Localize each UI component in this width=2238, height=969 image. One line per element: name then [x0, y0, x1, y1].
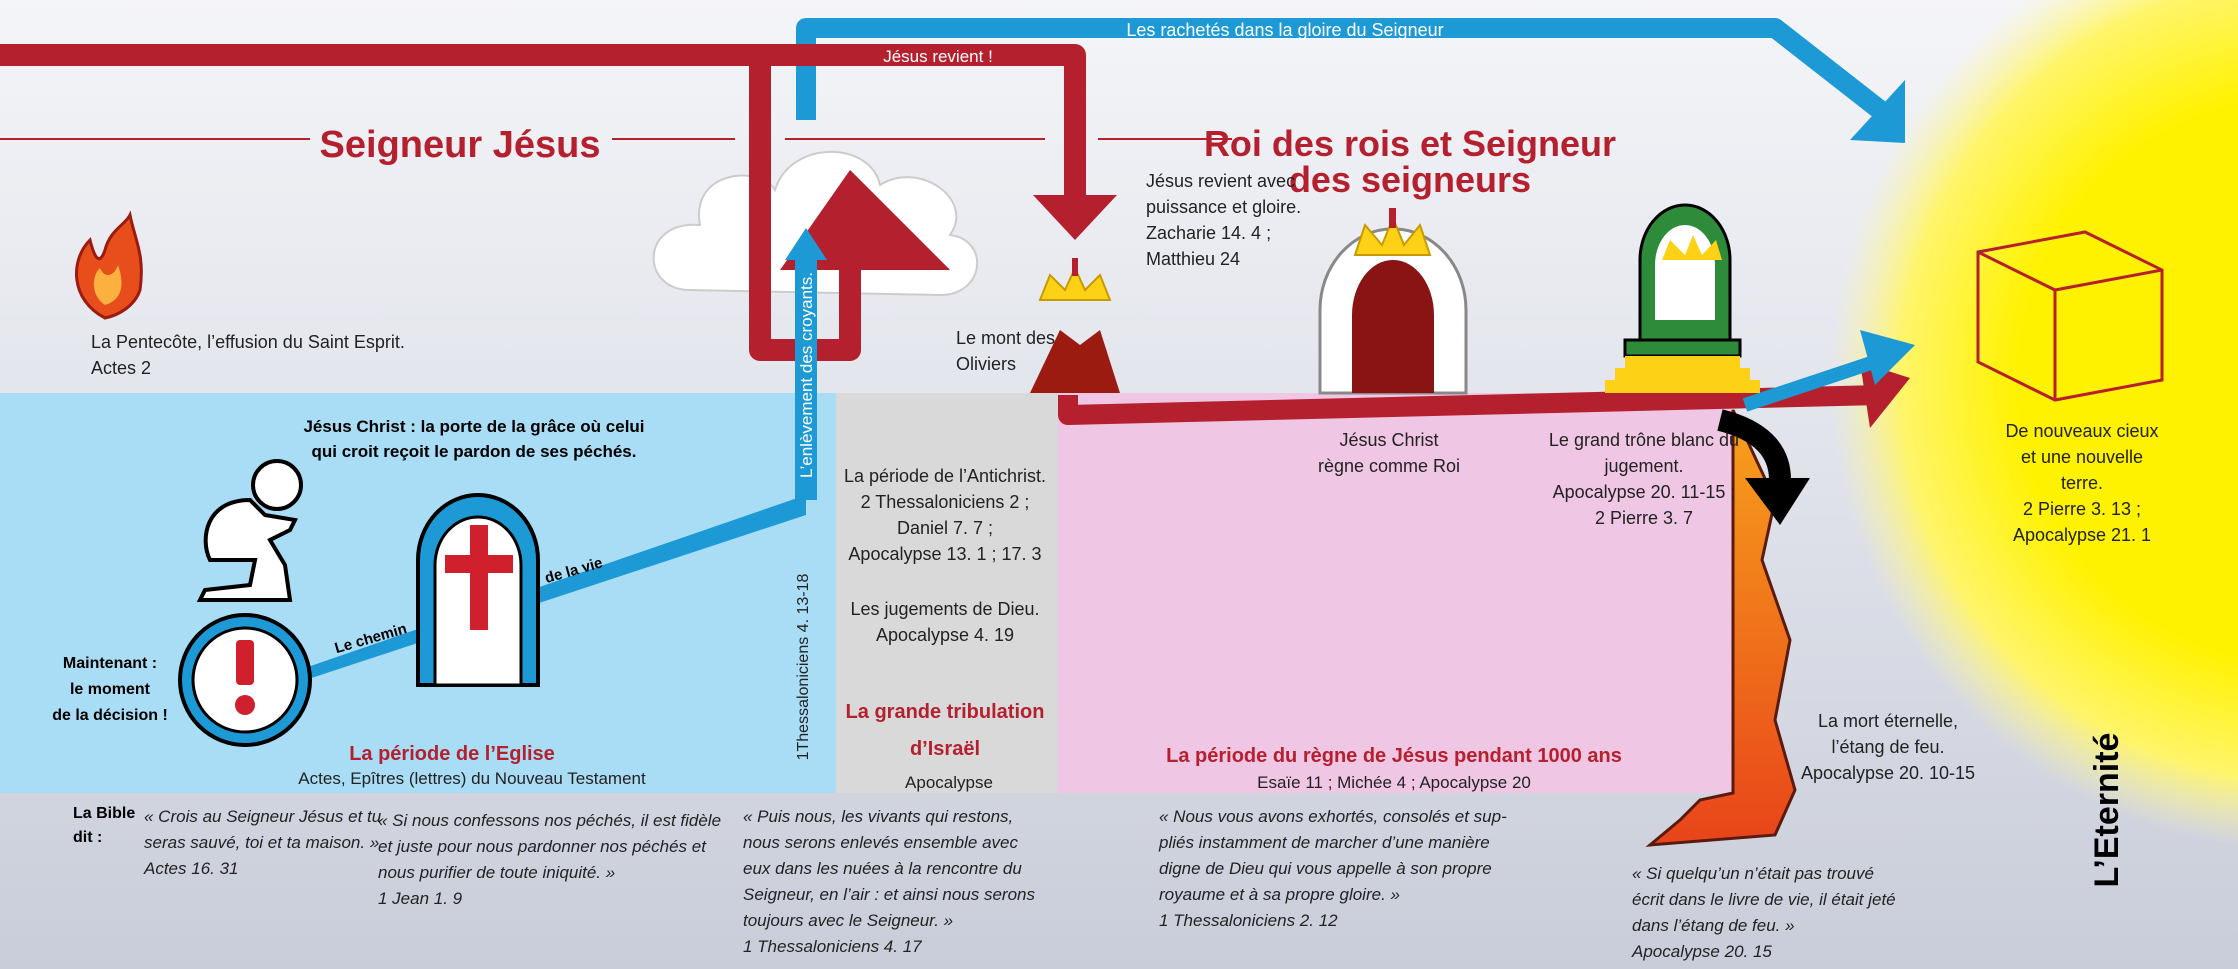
text-line: « Si nous confessons nos péchés, il est … — [378, 811, 721, 830]
text-line: dit : — [73, 829, 102, 846]
text-line: le moment — [70, 681, 151, 698]
text-line: Maintenant : — [63, 655, 157, 672]
text-line: digne de Dieu qui vous appelle à son pro… — [1159, 859, 1492, 878]
text-line: Actes, Epîtres (lettres) du Nouveau Test… — [298, 769, 646, 788]
text-line: puissance et gloire. — [1146, 197, 1301, 217]
text-line: « Puis nous, les vivants qui restons, — [743, 807, 1013, 826]
text-line: Apocalypse — [905, 773, 993, 792]
text-line: toujours avec le Seigneur. » — [743, 911, 953, 930]
text-line: L’Eternité — [2088, 733, 2126, 888]
period-reference: Apocalypse — [905, 773, 993, 792]
text-line: qui croit reçoit le pardon de ses péchés… — [312, 442, 637, 461]
text-line: « Si quelqu’un n’était pas trouvé — [1632, 864, 1874, 883]
text-line: d’Israël — [910, 738, 980, 760]
text-line: Jésus revient avec — [1146, 171, 1295, 191]
text-line: 1 Thessaloniciens 2. 12 — [1159, 911, 1338, 930]
text-line: règne comme Roi — [1318, 456, 1460, 476]
text-line: Le grand trône blanc du — [1549, 430, 1739, 450]
period-title: La période de l’Eglise — [349, 743, 555, 765]
arrow-label: Jésus revient ! — [883, 47, 993, 66]
text-line: seras sauvé, toi et ta maison. » — [144, 833, 379, 852]
text-line: nous purifier de toute iniquité. » — [378, 863, 615, 882]
text-line: Apocalypse 20. 11-15 ; — [1553, 482, 1736, 502]
diagram: Les rachetés dans la gloire du Seigneur J… — [0, 0, 2238, 969]
section-title: Seigneur Jésus — [320, 124, 601, 166]
text-line: 2 Thessaloniciens 2 ; — [861, 492, 1030, 512]
text-line: pliés instamment de marcher d’une manièr… — [1158, 833, 1490, 852]
period-title: La période du règne de Jésus pendant 100… — [1166, 745, 1622, 767]
text-line: et une nouvelle — [2021, 447, 2143, 467]
text-line: La période de l’Antichrist. — [844, 466, 1046, 486]
text-line: La Pentecôte, l’effusion du Saint Esprit… — [91, 332, 405, 352]
text-line: Apocalypse 13. 1 ; 17. 3 — [848, 544, 1041, 564]
tribulation-region — [836, 393, 1058, 793]
text-line: nous serons enlevés ensemble avec — [743, 833, 1018, 852]
page: Les rachetés dans la gloire du Seigneur J… — [0, 0, 2238, 969]
text-line: Jésus Christ : la porte de la grâce où c… — [303, 417, 644, 436]
text-line: Le mont des — [956, 328, 1055, 348]
decision-circle — [180, 615, 310, 745]
eternity-label: L’Eternité — [2088, 733, 2126, 888]
text-line: de la décision ! — [52, 707, 168, 724]
text-line: des seigneurs — [1289, 159, 1531, 200]
text-line: l’étang de feu. — [1831, 737, 1944, 757]
text-line: 1Thessaloniciens 4. 13-18 — [795, 574, 812, 761]
text-line: Jésus Christ — [1339, 430, 1438, 450]
text-line: La Bible — [73, 805, 135, 822]
text-line: et juste pour nous pardonner nos péchés … — [378, 837, 707, 856]
reign-region — [1058, 393, 1733, 793]
text-line: « Crois au Seigneur Jésus et tu — [144, 807, 382, 826]
text-line: terre. — [2061, 473, 2103, 493]
text-line: Roi des rois et Seigneur — [1204, 123, 1616, 164]
text-line: « Nous vous avons exhortés, consolés et … — [1159, 807, 1507, 826]
text-line: écrit dans le livre de vie, il était jet… — [1632, 890, 1896, 909]
text-line: 2 Pierre 3. 13 ; — [2023, 499, 2141, 519]
text-line: Seigneur Jésus — [320, 124, 601, 166]
text-line: La grande tribulation — [846, 701, 1045, 723]
text-line: Daniel 7. 7 ; — [897, 518, 993, 538]
text-line: Apocalypse 21. 1 — [2013, 525, 2151, 545]
text-line: Esaïe 11 ; Michée 4 ; Apocalypse 20 — [1257, 773, 1531, 792]
text-line: Actes 2 — [91, 358, 151, 378]
text-line: dans l’étang de feu. » — [1632, 916, 1795, 935]
church-door — [418, 495, 538, 685]
text-line: Les jugements de Dieu. — [850, 599, 1039, 619]
text-line: Oliviers — [956, 354, 1016, 374]
text-line: L’enlèvement des croyants. — [797, 272, 816, 478]
reference: 1Thessaloniciens 4. 13-18 — [795, 574, 812, 761]
text-line: La période de l’Eglise — [349, 743, 555, 765]
text-line: Jésus revient ! — [883, 47, 993, 66]
arrow-label: Les rachetés dans la gloire du Seigneur — [1126, 20, 1443, 40]
arrow-label: L’enlèvement des croyants. — [797, 272, 816, 478]
text-line: 1 Thessaloniciens 4. 17 — [743, 937, 922, 956]
text-line: eux dans les nuées à la rencontre du — [743, 859, 1022, 878]
text-line: Zacharie 14. 4 ; — [1146, 223, 1271, 243]
text-line: Seigneur, en l’air : et ainsi nous seron… — [743, 885, 1036, 904]
text-line: Actes 16. 31 — [143, 859, 239, 878]
period-reference: Esaïe 11 ; Michée 4 ; Apocalypse 20 — [1257, 773, 1531, 792]
text-line: jugement. — [1603, 456, 1683, 476]
text-line: Apocalypse 4. 19 — [876, 625, 1014, 645]
text-line: La période du règne de Jésus pendant 100… — [1166, 745, 1622, 767]
text-line: La mort éternelle, — [1818, 711, 1958, 731]
text-line: royaume et à sa propre gloire. » — [1159, 885, 1400, 904]
text-line: Les rachetés dans la gloire du Seigneur — [1126, 20, 1443, 40]
text-line: 1 Jean 1. 9 — [378, 889, 463, 908]
text-line: 2 Pierre 3. 7 — [1595, 508, 1693, 528]
period-reference: Actes, Epîtres (lettres) du Nouveau Test… — [298, 769, 646, 788]
text-line: Apocalypse 20. 15 — [1631, 942, 1772, 961]
text-line: De nouveaux cieux — [2005, 421, 2158, 441]
text-line: Matthieu 24 — [1146, 249, 1240, 269]
text-line: Apocalypse 20. 10-15 — [1801, 763, 1975, 783]
